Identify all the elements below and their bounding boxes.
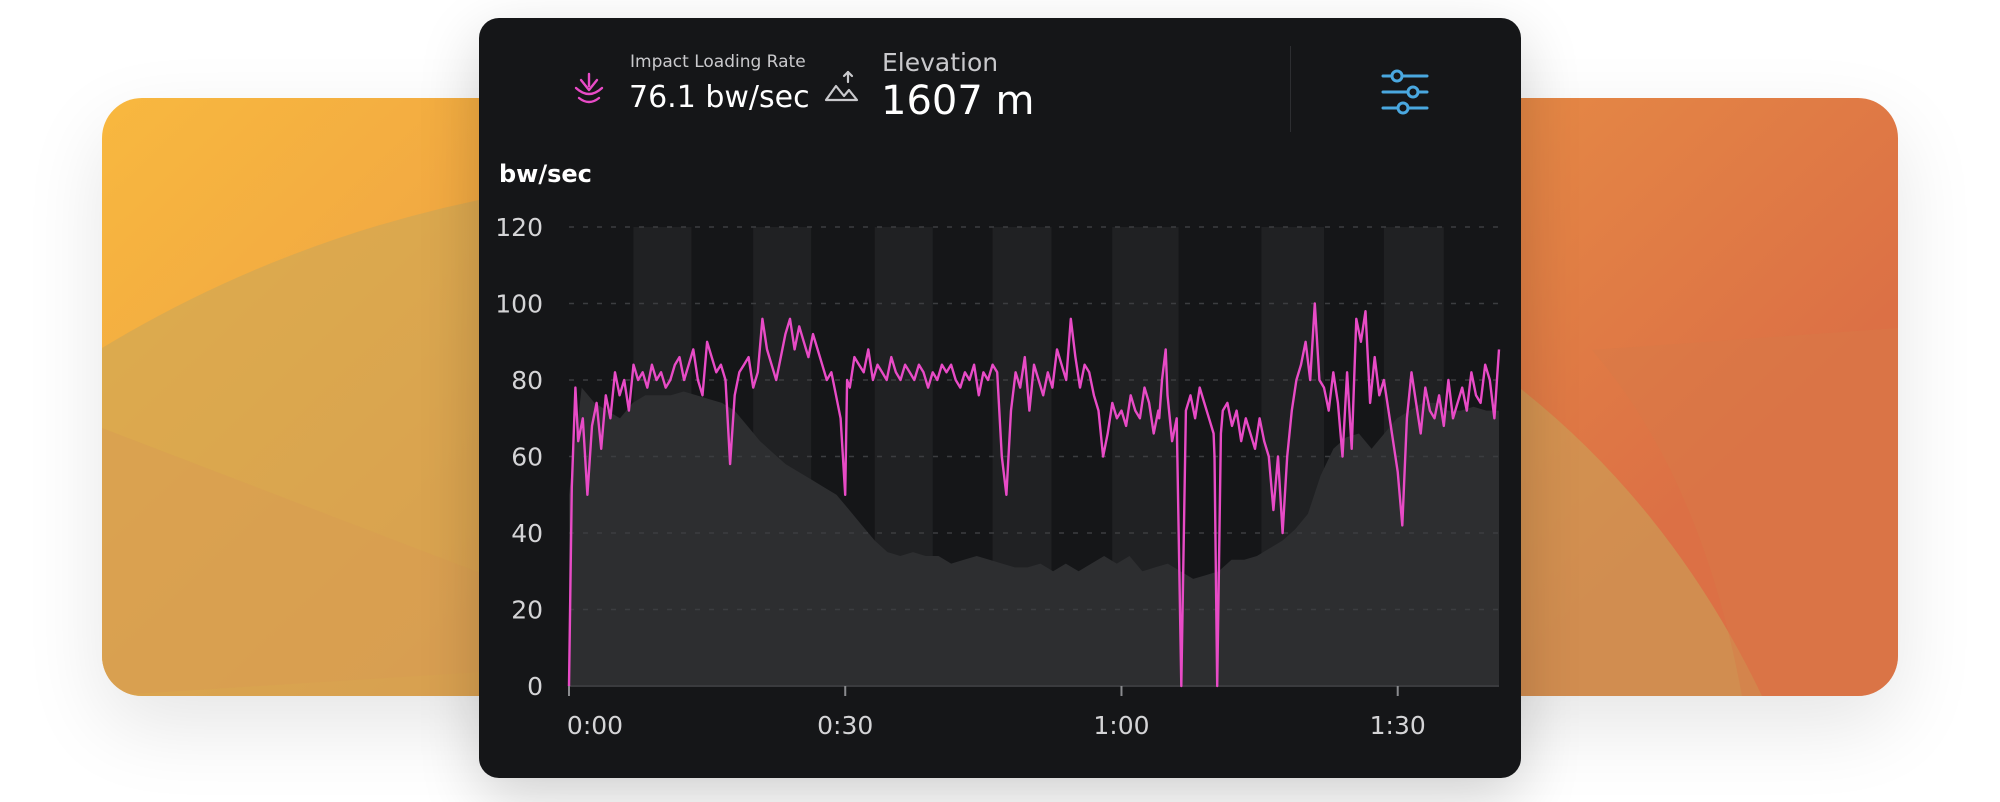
y-tick-label-120: 120: [495, 213, 543, 242]
x-tick-label-1:00: 1:00: [1093, 711, 1149, 740]
y-tick-label-40: 40: [511, 519, 543, 548]
elevation-value: 1607 m: [881, 78, 1035, 124]
impact-value: 76.1 bw/sec: [629, 80, 810, 115]
elevation-area: [569, 387, 1499, 686]
impact-label: Impact Loading Rate: [630, 52, 806, 72]
y-axis-unit-label: bw/sec: [499, 160, 592, 188]
x-tick-label-0:30: 0:30: [817, 711, 873, 740]
load-rate-chart: 0 20 40 60 80 100 120 0:00 0:30 1:00 1:30: [495, 213, 1501, 740]
y-tick-label-60: 60: [511, 443, 543, 472]
settings-sliders-icon[interactable]: [1375, 62, 1435, 122]
elevation-label: Elevation: [882, 48, 999, 77]
y-tick-label-0: 0: [527, 672, 543, 701]
chart-panel: Impact Loading Rate 76.1 bw/sec Elevatio…: [479, 18, 1521, 778]
y-tick-label-20: 20: [511, 596, 543, 625]
impact-loading-line: [567, 302, 1501, 688]
y-tick-label-100: 100: [495, 290, 543, 319]
elevation-icon: [824, 70, 859, 102]
header-divider: [1290, 46, 1291, 132]
impact-loading-icon: [574, 72, 604, 104]
y-tick-label-80: 80: [511, 366, 543, 395]
x-tick-label-0:00: 0:00: [567, 711, 623, 740]
x-tick-label-1:30: 1:30: [1370, 711, 1426, 740]
